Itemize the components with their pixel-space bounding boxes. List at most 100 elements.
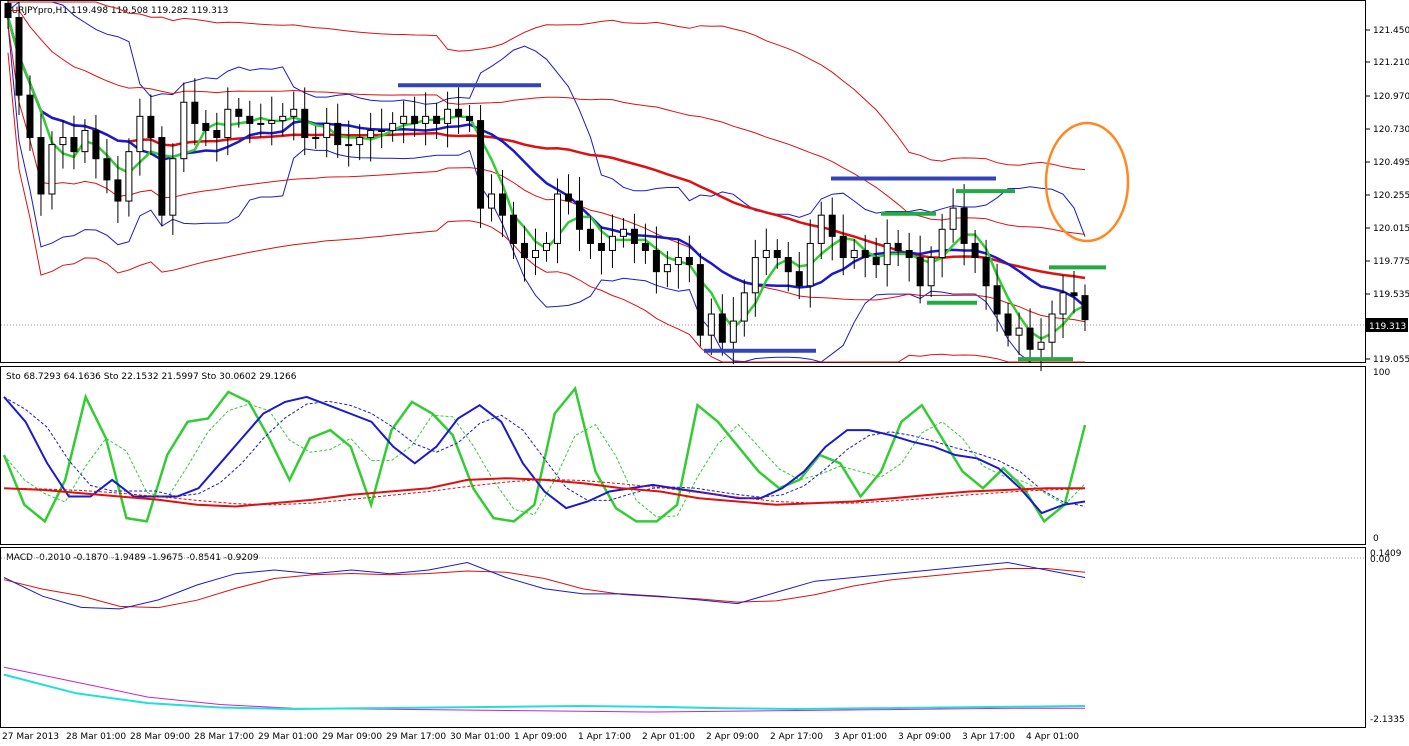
y-tick-label: 119.775 (1373, 257, 1409, 267)
candle-body (861, 249, 869, 259)
candle-body (806, 242, 814, 287)
macd-slow-line (3, 666, 1085, 713)
macd-pane[interactable] (0, 547, 1366, 728)
y-tick-label: 100 (1373, 368, 1390, 378)
candle-body (740, 292, 748, 322)
candle-body (619, 228, 627, 237)
candle-body (433, 115, 441, 124)
envelope-mid-lower-line (7, 24, 1086, 323)
candle-body (685, 257, 693, 266)
current-price-label-bg (1366, 318, 1408, 332)
candle-body (982, 257, 990, 287)
candle-body (455, 108, 463, 117)
candle-body (510, 214, 518, 244)
candle-body (158, 137, 166, 216)
candle-body (916, 257, 924, 287)
candle-body (400, 115, 408, 124)
candle-body (795, 271, 803, 287)
candle-body (147, 115, 155, 139)
candle-body (630, 228, 638, 244)
candle-body (59, 137, 67, 146)
stochastic-lines (2, 385, 1087, 524)
current-price-label: 119.313 (1369, 322, 1406, 332)
x-tick-label: 29 Mar 09:00 (322, 732, 382, 742)
candlesticks (4, 0, 1089, 372)
stochastic-axis: 100 0 (1373, 368, 1390, 544)
candle-body (1037, 341, 1045, 350)
candle-body (839, 235, 847, 259)
y-tick-label: 121.450 (1373, 26, 1409, 36)
macd-signal-red-line (3, 568, 1086, 609)
candle-body (850, 249, 858, 259)
candle-body (564, 193, 572, 202)
candle-body (202, 122, 210, 131)
macd-pane-header: MACD -0.2010 -0.1870 -1.9489 -1.9675 -0.… (6, 553, 259, 563)
candle-body (1026, 327, 1034, 350)
bollinger-upper-line (7, 1, 1086, 237)
candle-body (411, 115, 419, 124)
candle-body (960, 207, 968, 244)
candle-body (993, 285, 1001, 315)
stochastic-fast-line-signal (3, 403, 1086, 518)
y-tick-label: 119.535 (1373, 290, 1409, 300)
candle-body (290, 108, 298, 117)
y-tick-label: 0.00 (1370, 555, 1390, 565)
x-tick-label: 2 Apr 17:00 (770, 732, 823, 742)
candle-body (641, 242, 649, 251)
bollinger-lower-line (7, 24, 1085, 363)
y-tick-label: 0 (1373, 534, 1379, 544)
macd-line (3, 561, 1086, 610)
stochastic-pane-header: Sto 68.7293 64.1636 Sto 22.1532 21.5997 … (6, 372, 297, 382)
candle-body (828, 214, 836, 237)
price-pane[interactable] (0, 0, 1366, 363)
candle-body (784, 257, 792, 273)
x-tick-label: 29 Mar 01:00 (258, 732, 318, 742)
candle-body (125, 151, 133, 202)
candle-body (26, 94, 34, 139)
candle-body (169, 158, 177, 216)
candle-body (378, 129, 386, 132)
candle-body (301, 108, 309, 139)
candle-body (543, 242, 550, 251)
candle-body (938, 228, 946, 259)
candle-body (1070, 292, 1078, 297)
stochastic-mid-line-signal (3, 396, 1086, 507)
candle-body (477, 120, 485, 209)
candle-body (499, 193, 507, 216)
target-ellipse (1044, 121, 1130, 243)
x-tick-label: 28 Mar 17:00 (194, 732, 254, 742)
candle-body (367, 129, 375, 139)
candle-body (345, 144, 353, 147)
stochastic-pane[interactable] (0, 366, 1366, 545)
candle-body (971, 242, 979, 259)
macd-axis: 0.1409 0.00 -2.1335 (1366, 549, 1408, 725)
candle-body (488, 193, 496, 209)
macd-lines (3, 561, 1086, 713)
candle-body (718, 313, 726, 343)
x-tick-label: 4 Apr 01:00 (1026, 732, 1079, 742)
y-tick-label: 120.495 (1373, 158, 1409, 168)
x-tick-label: 29 Mar 17:00 (386, 732, 446, 742)
candle-body (652, 249, 660, 273)
candle-body (48, 144, 56, 195)
candle-body (81, 129, 89, 153)
y-tick-label: 120.015 (1373, 224, 1409, 234)
candle-body (103, 158, 111, 181)
envelope-mid-upper-line (8, 10, 1086, 235)
candle-body (674, 257, 682, 266)
x-tick-label: 1 Apr 17:00 (578, 732, 631, 742)
candle-body (279, 115, 287, 122)
candle-body (521, 242, 529, 259)
candle-body (1048, 313, 1056, 343)
candle-body (136, 115, 144, 153)
candle-body (532, 249, 540, 259)
y-tick-label: 120.970 (1373, 92, 1409, 102)
candle-body (872, 257, 880, 266)
candle-body (586, 228, 594, 244)
candle-body (1004, 313, 1012, 336)
candle-body (762, 249, 770, 259)
candle-body (92, 129, 100, 160)
candle-body (114, 179, 122, 202)
candle-body (773, 249, 781, 259)
